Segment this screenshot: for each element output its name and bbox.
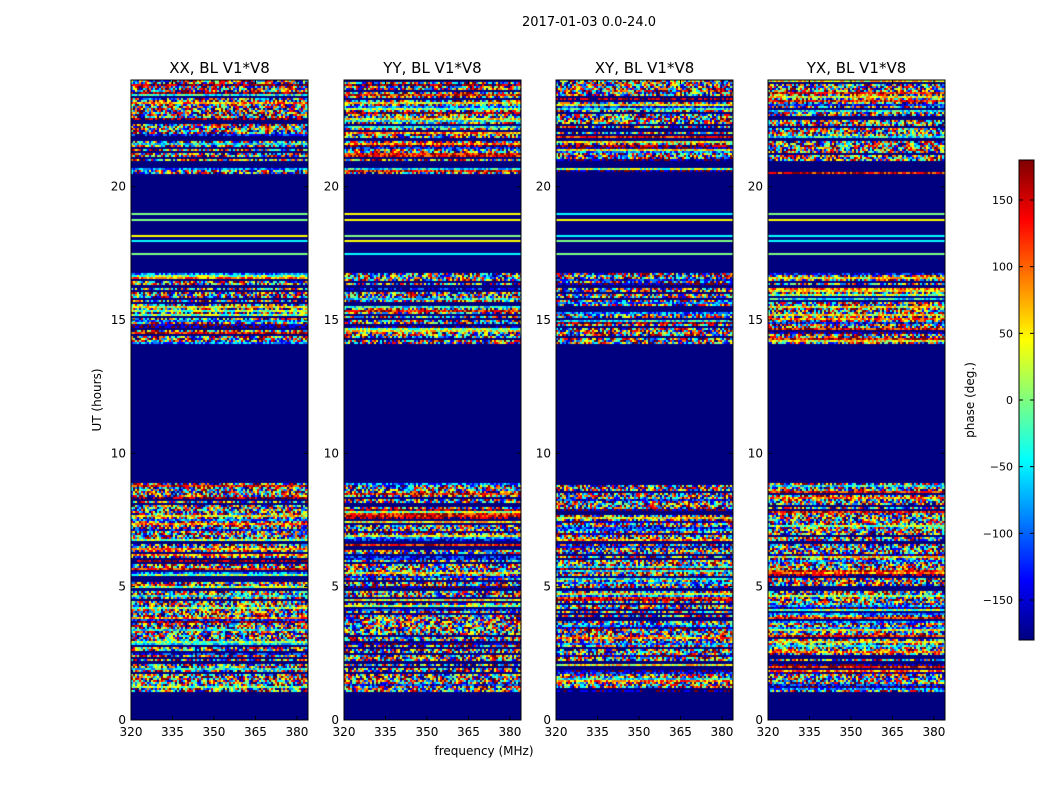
y-tick-label: 0 <box>331 713 339 727</box>
x-tick-label: 380 <box>922 725 945 739</box>
y-tick-label: 20 <box>536 180 551 194</box>
panel-title: YY, BL V1*V8 <box>382 59 481 77</box>
x-tick-label: 320 <box>757 725 780 739</box>
x-tick-label: 320 <box>333 725 356 739</box>
x-tick-label: 365 <box>244 725 267 739</box>
y-tick-label: 20 <box>111 180 126 194</box>
x-tick-label: 350 <box>628 725 651 739</box>
panel-2: YY, BL V1*V8 320 335 350 365 380 0 5 10 15 20 <box>324 59 522 739</box>
y-tick-label: 20 <box>324 180 339 194</box>
x-tick-label: 350 <box>203 725 226 739</box>
y-tick-label: 5 <box>118 580 126 594</box>
panel-title: XX, BL V1*V8 <box>169 59 270 77</box>
y-tick-label: 10 <box>748 446 763 460</box>
panel-heatmap-image <box>131 80 308 720</box>
panel-3: XY, BL V1*V8 320 335 350 365 380 0 5 10 15 20 <box>536 59 734 739</box>
x-tick-label: 380 <box>710 725 733 739</box>
y-tick-label: 10 <box>536 446 551 460</box>
x-tick-label: 320 <box>120 725 143 739</box>
x-tick-label: 350 <box>840 725 863 739</box>
y-tick-label: 15 <box>111 313 126 327</box>
colorbar-tick-label: 50 <box>999 327 1013 340</box>
y-tick-label: 0 <box>118 713 126 727</box>
y-tick-label: 10 <box>324 446 339 460</box>
y-tick-label: 5 <box>755 580 763 594</box>
x-axis-label: frequency (MHz) <box>434 744 533 758</box>
x-tick-label: 335 <box>798 725 821 739</box>
y-tick-label: 10 <box>111 446 126 460</box>
x-tick-label: 365 <box>669 725 692 739</box>
figure-suptitle: 2017-01-03 0.0-24.0 <box>522 15 656 30</box>
panel-1: XX, BL V1*V8 320 335 350 365 380 0 5 10 15 20 <box>111 59 309 739</box>
colorbar-tick-label: 100 <box>992 261 1013 274</box>
panel-title: XY, BL V1*V8 <box>595 59 695 77</box>
x-tick-label: 365 <box>881 725 904 739</box>
panel-frame <box>130 79 309 721</box>
panel-heatmap-image <box>768 80 945 720</box>
y-axis-label: UT (hours) <box>90 368 104 431</box>
y-tick-label: 15 <box>324 313 339 327</box>
y-tick-label: 5 <box>331 580 339 594</box>
x-tick-label: 380 <box>498 725 521 739</box>
x-tick-label: 320 <box>545 725 568 739</box>
x-tick-label: 380 <box>285 725 308 739</box>
colorbar-tick-label: 150 <box>992 194 1013 207</box>
y-tick-label: 0 <box>543 713 551 727</box>
x-tick-label: 335 <box>161 725 184 739</box>
colorbar-tick-label: −50 <box>990 461 1013 474</box>
y-tick-label: 0 <box>755 713 763 727</box>
y-tick-label: 15 <box>536 313 551 327</box>
colorbar-tick-label: 0 <box>1006 394 1013 407</box>
x-tick-label: 335 <box>586 725 609 739</box>
x-tick-label: 335 <box>374 725 397 739</box>
panel-frame <box>555 79 734 721</box>
y-tick-label: 20 <box>748 180 763 194</box>
panel-heatmap-image <box>344 80 521 720</box>
y-tick-label: 15 <box>748 313 763 327</box>
x-tick-label: 350 <box>416 725 439 739</box>
panel-frame <box>343 79 522 721</box>
panel-title: YX, BL V1*V8 <box>806 59 907 77</box>
colorbar-tick-label: −150 <box>983 594 1013 607</box>
colorbar-tick-label: −100 <box>983 527 1013 540</box>
colorbar: −150 −100 −50 0 50 100 150 <box>983 159 1035 641</box>
panel-4: YX, BL V1*V8 320 335 350 365 380 0 5 10 15 20 <box>748 59 946 739</box>
panel-heatmap-image <box>556 80 733 720</box>
x-tick-label: 365 <box>457 725 480 739</box>
colorbar-label: phase (deg.) <box>963 362 977 438</box>
y-tick-label: 5 <box>543 580 551 594</box>
panel-frame <box>767 79 946 721</box>
